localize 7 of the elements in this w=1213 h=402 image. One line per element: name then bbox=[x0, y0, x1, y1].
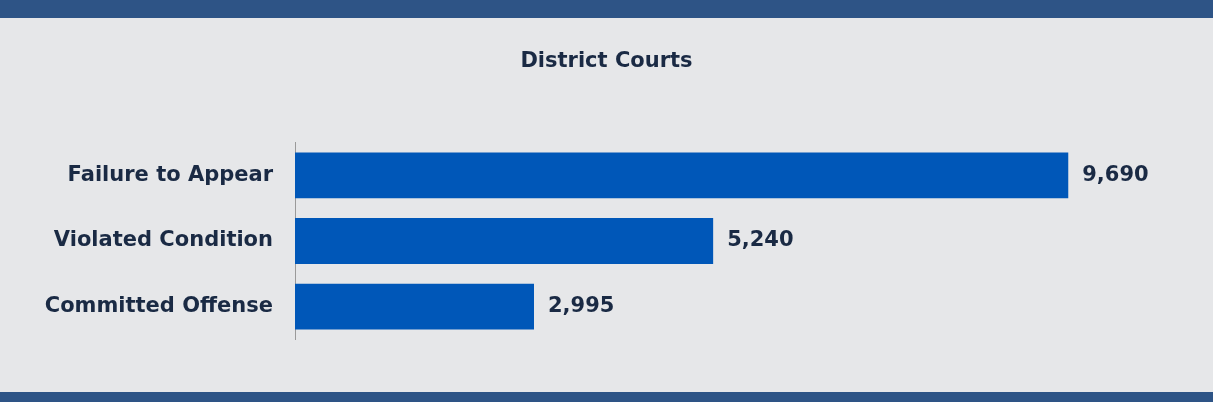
y-tick-label: Violated Condition bbox=[53, 227, 273, 252]
chart-title: District Courts bbox=[519, 48, 694, 72]
data-label: 2,995 bbox=[548, 293, 615, 318]
data-label: 9,690 bbox=[1082, 161, 1149, 186]
y-tick-label: Failure to Appear bbox=[67, 161, 274, 186]
data-label: 5,240 bbox=[727, 227, 794, 252]
y-tick-label: Committed Offense bbox=[44, 293, 273, 318]
